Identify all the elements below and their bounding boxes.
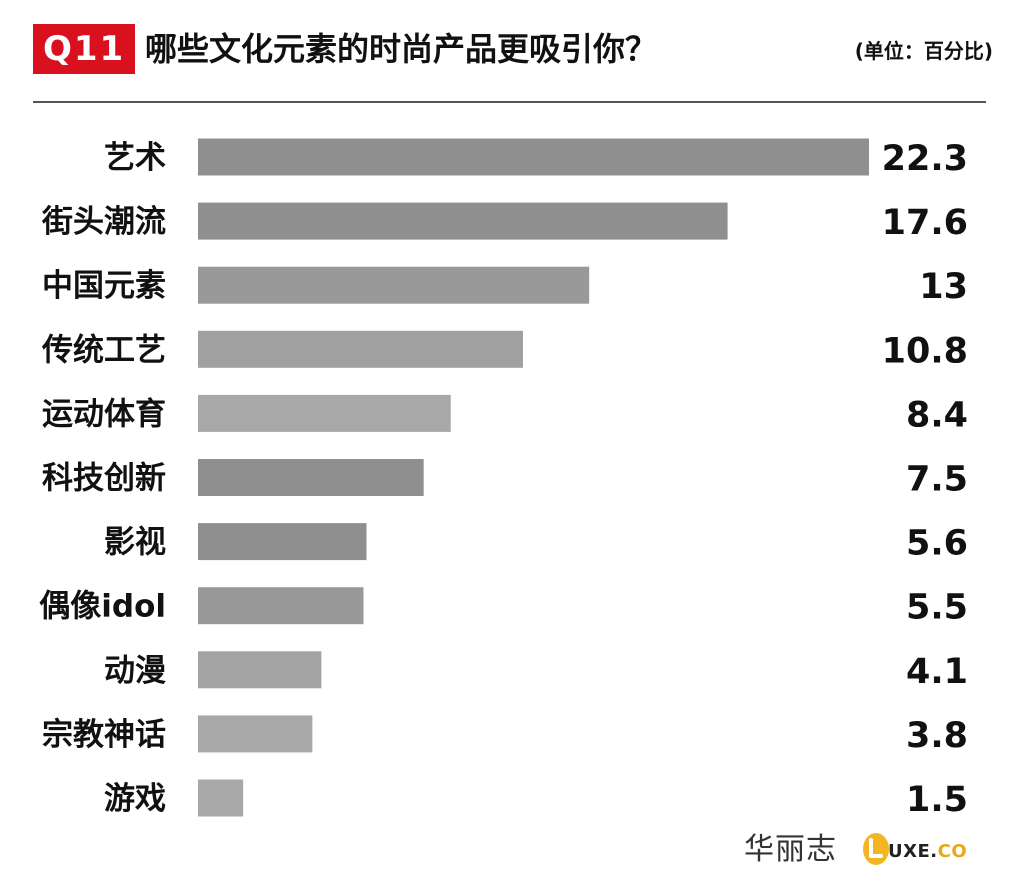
chart-header: Q11 哪些文化元素的时尚产品更吸引你？ (单位：百分比) xyxy=(33,20,993,76)
luxe-logo-icon xyxy=(863,833,889,865)
value-label: 5.6 xyxy=(906,524,968,564)
bar xyxy=(198,459,424,496)
category-label: 宗教神话 xyxy=(42,717,166,753)
category-label: 传统工艺 xyxy=(41,332,166,368)
value-label: 1.5 xyxy=(906,780,968,820)
bar xyxy=(198,202,728,240)
bar xyxy=(198,266,590,304)
value-label: 17.6 xyxy=(882,203,968,243)
unit-label: (单位：百分比) xyxy=(854,39,993,63)
value-label: 13 xyxy=(919,267,968,307)
bar xyxy=(198,523,367,561)
bar xyxy=(198,651,322,689)
value-label: 5.5 xyxy=(906,588,968,628)
value-label: 7.5 xyxy=(906,460,968,500)
bar xyxy=(198,779,244,817)
value-label: 3.8 xyxy=(906,716,968,756)
value-label: 22.3 xyxy=(882,139,968,179)
category-label: 艺术 xyxy=(104,140,166,176)
bar xyxy=(198,138,869,176)
brand-footer: 华丽志 UXE.CO xyxy=(744,826,984,872)
category-label: 影视 xyxy=(104,525,166,561)
category-label: 街头潮流 xyxy=(41,204,166,240)
bar xyxy=(198,394,451,432)
brand-en-main: UXE. xyxy=(888,841,938,862)
category-label: 运动体育 xyxy=(42,396,166,432)
value-label: 8.4 xyxy=(906,395,968,435)
value-label: 10.8 xyxy=(882,331,968,371)
brand-en-suffix: CO xyxy=(937,841,968,862)
chart-title: 哪些文化元素的时尚产品更吸引你？ xyxy=(145,30,658,68)
category-label: 中国元素 xyxy=(42,268,166,304)
header-divider xyxy=(33,101,986,103)
value-label: 4.1 xyxy=(906,652,968,692)
category-label: 动漫 xyxy=(104,653,166,689)
brand-name-en: UXE.CO xyxy=(888,839,967,865)
question-badge: Q11 xyxy=(33,24,136,74)
category-label: 偶像idol xyxy=(39,589,166,625)
bar xyxy=(198,715,313,753)
brand-name-cn: 华丽志 xyxy=(744,832,837,867)
bar xyxy=(198,587,364,625)
category-label: 游戏 xyxy=(104,781,166,817)
bar xyxy=(198,330,523,368)
category-label: 科技创新 xyxy=(42,461,166,497)
